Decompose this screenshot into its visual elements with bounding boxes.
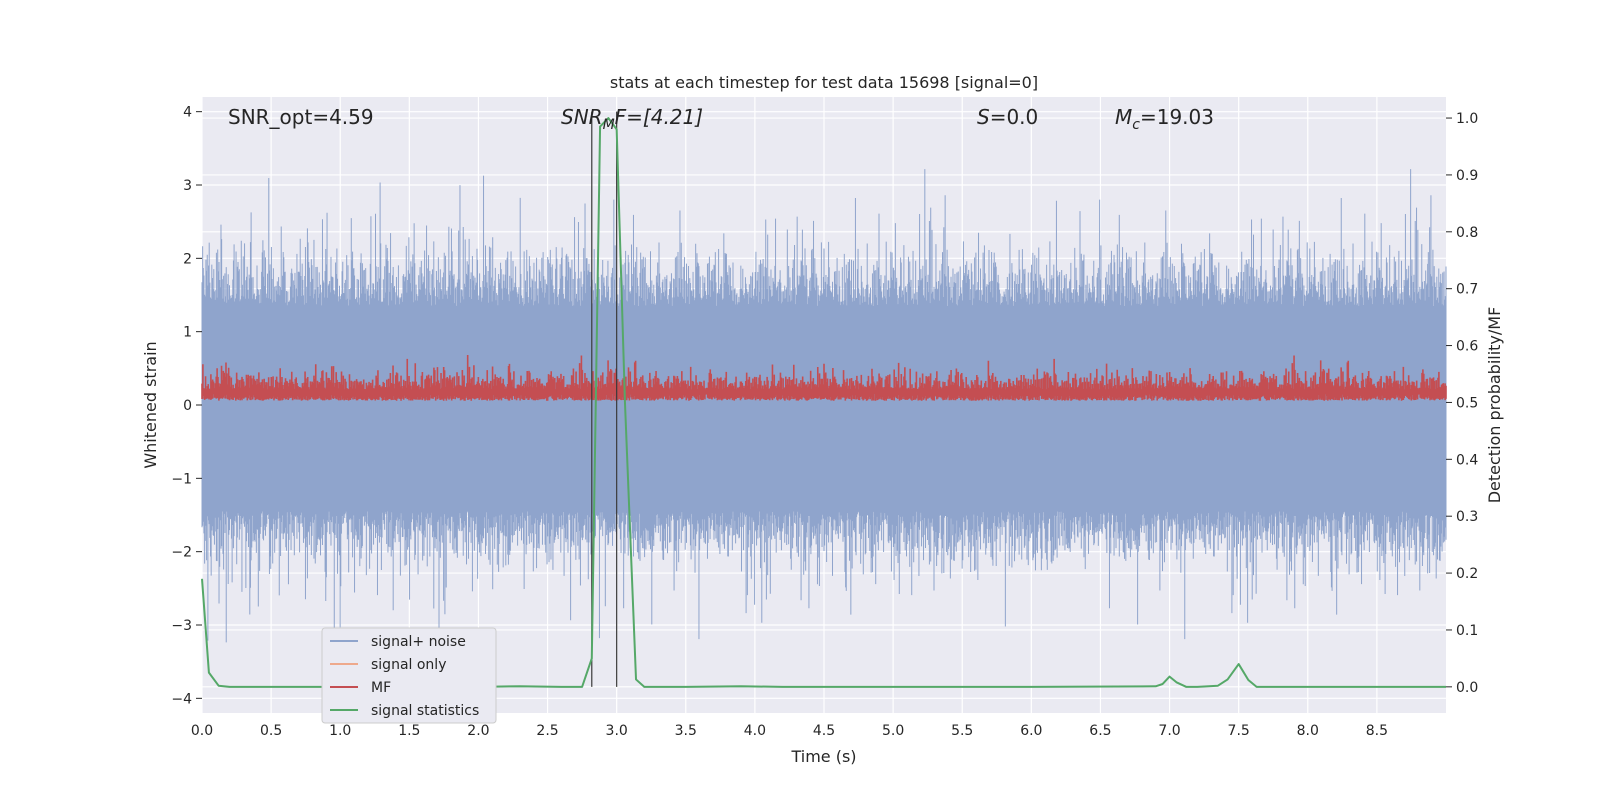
x-tick-label: 0.0 (191, 723, 213, 739)
y-tick-label-left: 1 (183, 325, 192, 341)
x-tick-label: 3.5 (675, 723, 697, 739)
legend-label: signal statistics (371, 703, 479, 719)
x-tick-label: 5.5 (951, 723, 973, 739)
legend-items: signal+ noise signal only MF signal statist… (330, 634, 479, 719)
y-tick-label-right: 0.9 (1456, 168, 1478, 184)
x-tick-label: 4.0 (744, 723, 766, 739)
annot-snr-mf: SNRMF=[4.21] (561, 105, 703, 133)
y-tick-label-right: 0.1 (1456, 623, 1478, 639)
x-tick-label: 2.0 (467, 723, 489, 739)
y-tick-label-left: −1 (171, 471, 192, 487)
y-tick-label-right: 0.8 (1456, 225, 1478, 241)
y-tick-label-right: 0.3 (1456, 509, 1478, 525)
x-tick-label: 3.0 (606, 723, 628, 739)
y-tick-label-left: 3 (183, 178, 192, 194)
y-tick-label-right: 0.6 (1456, 339, 1478, 355)
annot-snr-opt: SNR_opt=4.59 (228, 105, 374, 129)
y-tick-label-left: −2 (171, 545, 192, 561)
y-tick-labels-left: 4 3 2 1 0 −1 −2 −3 −4 (171, 105, 202, 707)
y-tick-label-left: −3 (171, 618, 192, 634)
x-tick-label: 2.5 (536, 723, 558, 739)
y-tick-label-right: 0.4 (1456, 452, 1478, 468)
y-tick-labels-right: 1.0 0.9 0.8 0.7 0.6 0.5 0.4 0.3 0.2 0.1 0.0 (1446, 111, 1478, 696)
y-axis-label-right: Detection probability/MF (1485, 307, 1504, 504)
x-tick-labels: 0.0 0.5 1.0 1.5 2.0 2.5 3.0 3.5 4.0 4.5 5.0 5.5 6.0 6… (191, 723, 1388, 739)
x-tick-label: 5.0 (882, 723, 904, 739)
legend-label: signal only (371, 657, 446, 673)
legend: signal+ noise signal only MF signal statist… (321, 627, 497, 724)
x-tick-label: 7.0 (1158, 723, 1180, 739)
y-tick-label-right: 1.0 (1456, 111, 1478, 127)
y-tick-label-right: 0.5 (1456, 395, 1478, 411)
legend-box (321, 627, 497, 724)
y-tick-label-left: 2 (183, 251, 192, 267)
y-axis-label-left: Whitened strain (141, 341, 160, 468)
y-tick-label-left: 0 (183, 398, 192, 414)
y-tick-label-right: 0.0 (1456, 680, 1478, 696)
y-tick-label-left: −4 (171, 691, 192, 707)
legend-label: MF (371, 680, 391, 696)
x-tick-label: 0.5 (260, 723, 282, 739)
chart-title: stats at each timestep for test data 156… (610, 73, 1038, 92)
x-tick-label: 7.5 (1228, 723, 1250, 739)
y-tick-label-right: 0.2 (1456, 566, 1478, 582)
x-tick-label: 1.5 (398, 723, 420, 739)
x-tick-label: 4.5 (813, 723, 835, 739)
x-axis-label: Time (s) (790, 747, 856, 766)
annot-s: S=0.0 (977, 105, 1038, 129)
x-tick-label: 6.5 (1089, 723, 1111, 739)
x-tick-label: 8.5 (1366, 723, 1388, 739)
vertical-markers (591, 111, 618, 687)
y-tick-label-right: 0.7 (1456, 282, 1478, 298)
annot-mc: Mc=19.03 (1115, 105, 1214, 133)
x-tick-label: 6.0 (1020, 723, 1042, 739)
y-tick-label-left: 4 (183, 105, 192, 121)
legend-label: signal+ noise (371, 634, 466, 650)
x-tick-label: 1.0 (329, 723, 351, 739)
x-tick-label: 8.0 (1297, 723, 1319, 739)
